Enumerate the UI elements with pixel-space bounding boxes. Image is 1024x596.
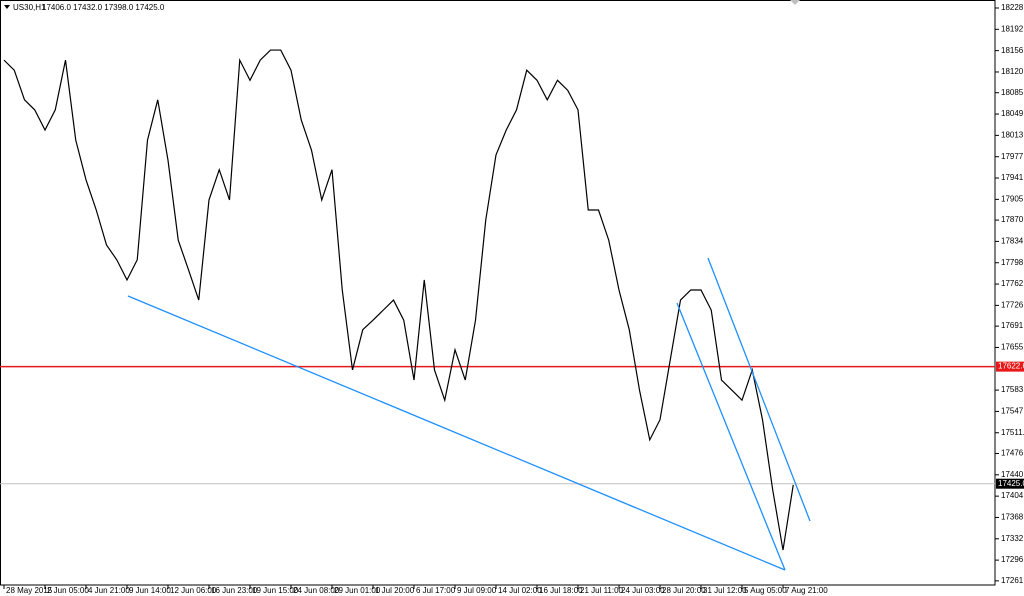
y-tick-label: 18156.0	[1001, 46, 1024, 55]
y-tick-label: 17404.0	[1001, 491, 1024, 500]
y-tick-label: 17726.0	[1001, 300, 1024, 309]
y-tick-label: 17798.0	[1001, 258, 1024, 267]
x-tick-label: 28 Jul 20:00	[662, 586, 706, 595]
x-tick-label: 1 Jul 20:00	[375, 586, 415, 595]
y-tick-label: 17655.0	[1001, 343, 1024, 352]
y-tick-label: 17511.0	[1001, 428, 1024, 437]
symbol-label: US30,H1	[13, 3, 46, 12]
y-tick-label: 17261.0	[1001, 576, 1024, 585]
x-tick-label: 4 Jun 21:00	[88, 586, 130, 595]
y-tick-label: 17905.0	[1001, 194, 1024, 203]
x-tick-label: 12 Jun 06:00	[170, 586, 217, 595]
y-tick-label: 17296.0	[1001, 555, 1024, 564]
y-tick-label: 17440.0	[1001, 470, 1024, 479]
ohlc-label: 17406.0 17432.0 17398.0 17425.0	[42, 3, 165, 12]
x-tick-label: 19 Jun 15:00	[252, 586, 299, 595]
price-line-series	[3, 49, 794, 551]
shift-marker	[790, 0, 800, 5]
x-tick-label: 16 Jun 23:00	[211, 586, 258, 595]
menu-arrow[interactable]	[4, 5, 10, 9]
trendlines	[127, 257, 811, 571]
price-label-box	[996, 478, 1024, 489]
x-tick-label: 9 Jun 14:00	[129, 586, 171, 595]
y-tick-label: 17870.0	[1001, 215, 1024, 224]
y-tick-label: 17977.0	[1001, 152, 1024, 161]
trendline	[676, 302, 786, 571]
y-tick-label: 17941.0	[1001, 173, 1024, 182]
y-tick-label: 17834.0	[1001, 237, 1024, 246]
x-tick-label: 16 Jul 18:00	[539, 586, 583, 595]
y-tick-label: 17691.0	[1001, 321, 1024, 330]
y-tick-label: 17332.0	[1001, 534, 1024, 543]
level-label: 17622.6	[998, 362, 1024, 371]
y-tick-label: 18085.0	[1001, 88, 1024, 97]
y-tick-label: 17368.0	[1001, 513, 1024, 522]
y-tick-label: 18013.0	[1001, 130, 1024, 139]
x-tick-label: 21 Jul 11:00	[580, 586, 624, 595]
y-tick-label: 18192.0	[1001, 24, 1024, 33]
x-tick-label: 24 Jun 08:00	[293, 586, 340, 595]
x-tick-label: 28 May 2015	[6, 586, 53, 595]
y-tick-label: 17547.0	[1001, 407, 1024, 416]
x-tick-label: 31 Jul 12:00	[703, 586, 747, 595]
price-label: 17425.0	[998, 479, 1024, 488]
x-tick-label: 9 Jul 09:00	[457, 586, 497, 595]
level-label-box	[996, 361, 1024, 372]
y-tick-label: 18228.0	[1001, 3, 1024, 12]
y-tick-label: 17583.0	[1001, 385, 1024, 394]
x-tick-label: 2 Jun 05:00	[47, 586, 89, 595]
trendline	[127, 295, 786, 571]
x-tick-label: 6 Jul 17:00	[416, 586, 456, 595]
x-tick-label: 7 Aug 21:00	[785, 586, 828, 595]
y-tick-label: 17476.0	[1001, 449, 1024, 458]
y-tick-label: 18049.0	[1001, 109, 1024, 118]
y-tick-label: 17762.0	[1001, 279, 1024, 288]
trendline	[707, 257, 811, 522]
x-tick-label: 14 Jul 02:00	[498, 586, 542, 595]
x-tick-label: 24 Jul 03:00	[621, 586, 665, 595]
y-tick-label: 18120.0	[1001, 67, 1024, 76]
plot-frame	[0, 0, 996, 586]
x-tick-label: 5 Aug 05:00	[744, 586, 787, 595]
x-tick-label: 29 Jun 01:00	[334, 586, 381, 595]
